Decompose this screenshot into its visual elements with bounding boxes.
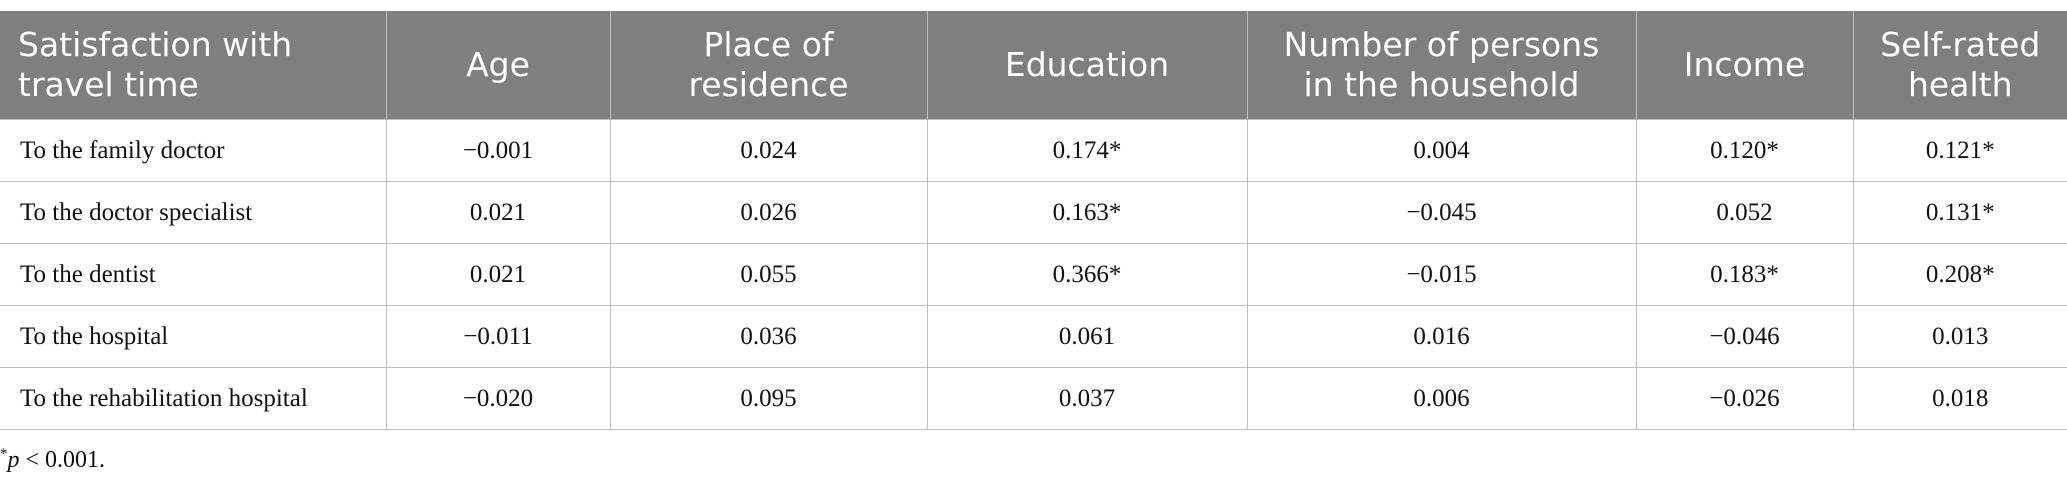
- table-cell: 0.037: [926, 367, 1248, 430]
- table-cell: −0.045: [1246, 181, 1637, 244]
- header-cell: Education: [926, 11, 1247, 120]
- table-cell: 0.036: [609, 305, 928, 368]
- table-cell: 0.021: [385, 243, 611, 306]
- table-body: To the family doctor −0.001 0.024 0.174* 0.0…: [0, 119, 2067, 430]
- table-cell: 0.052: [1635, 181, 1854, 244]
- header-cell: Satisfaction with travel time: [0, 11, 386, 120]
- table-cell: 0.055: [609, 243, 928, 306]
- table-cell: 0.024: [609, 119, 928, 182]
- table-cell: −0.020: [385, 367, 611, 430]
- table-cell: 0.013: [1852, 305, 2067, 368]
- header-cell: Age: [385, 11, 610, 120]
- table-cell: 0.174*: [926, 119, 1248, 182]
- table-cell: 0.095: [609, 367, 928, 430]
- row-label: To the rehabilitation hospital: [0, 367, 387, 430]
- table-cell: 0.208*: [1852, 243, 2067, 306]
- data-table: Satisfaction with travel time Age Place of…: [0, 11, 2067, 430]
- table-cell: 0.026: [609, 181, 928, 244]
- table-cell: 0.061: [926, 305, 1248, 368]
- row-label: To the doctor specialist: [0, 181, 387, 244]
- table-row: To the doctor specialist 0.021 0.026 0.163*…: [0, 181, 2067, 244]
- table-cell: 0.163*: [926, 181, 1248, 244]
- table-row: To the family doctor −0.001 0.024 0.174* 0.0…: [0, 119, 2067, 182]
- table-cell: 0.016: [1246, 305, 1637, 368]
- table-cell: 0.183*: [1635, 243, 1854, 306]
- table-cell: 0.021: [385, 181, 611, 244]
- table-row: To the dentist 0.021 0.055 0.366* −0.015 0.18…: [0, 243, 2067, 306]
- table-row: To the hospital −0.011 0.036 0.061 0.016 −0.0…: [0, 305, 2067, 368]
- header-cell: Income: [1635, 11, 1853, 120]
- header-cell: Self-rated health: [1852, 11, 2067, 120]
- header-cell: Number of persons in the household: [1246, 11, 1636, 120]
- header-row: Satisfaction with travel time Age Place of…: [0, 11, 2067, 120]
- footnote-text: < 0.001.: [19, 447, 106, 473]
- row-label: To the dentist: [0, 243, 387, 306]
- table-cell: −0.026: [1635, 367, 1854, 430]
- footnote: *p < 0.001.: [0, 446, 105, 474]
- table-cell: −0.001: [385, 119, 611, 182]
- row-label: To the family doctor: [0, 119, 387, 182]
- table-cell: 0.366*: [926, 243, 1248, 306]
- table-cell: 0.120*: [1635, 119, 1854, 182]
- table-cell: 0.121*: [1852, 119, 2067, 182]
- table-cell: 0.018: [1852, 367, 2067, 430]
- table-cell: −0.011: [385, 305, 611, 368]
- table-cell: 0.131*: [1852, 181, 2067, 244]
- table-cell: 0.004: [1246, 119, 1637, 182]
- table-cell: −0.046: [1635, 305, 1854, 368]
- table-cell: −0.015: [1246, 243, 1637, 306]
- table-row: To the rehabilitation hospital −0.020 0.09…: [0, 367, 2067, 430]
- footnote-symbol: p: [7, 447, 20, 473]
- row-label: To the hospital: [0, 305, 387, 368]
- footnote-marker: *: [0, 446, 8, 462]
- table-cell: 0.006: [1246, 367, 1637, 430]
- header-cell: Place of residence: [609, 11, 927, 120]
